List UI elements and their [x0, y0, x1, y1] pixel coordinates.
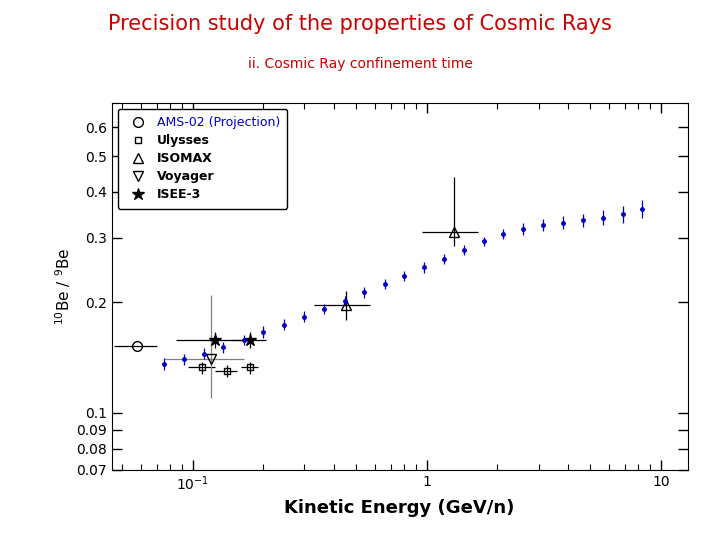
Legend: AMS-02 (Projection), Ulysses, ISOMAX, Voyager, ISEE-3: AMS-02 (Projection), Ulysses, ISOMAX, Vo… [118, 109, 287, 209]
Y-axis label: $^{10}$Be / $^{9}$Be: $^{10}$Be / $^{9}$Be [53, 247, 73, 325]
Text: Precision study of the properties of Cosmic Rays: Precision study of the properties of Cos… [108, 14, 612, 33]
X-axis label: Kinetic Energy (GeV/n): Kinetic Energy (GeV/n) [284, 499, 515, 517]
Text: ii. Cosmic Ray confinement time: ii. Cosmic Ray confinement time [248, 57, 472, 71]
